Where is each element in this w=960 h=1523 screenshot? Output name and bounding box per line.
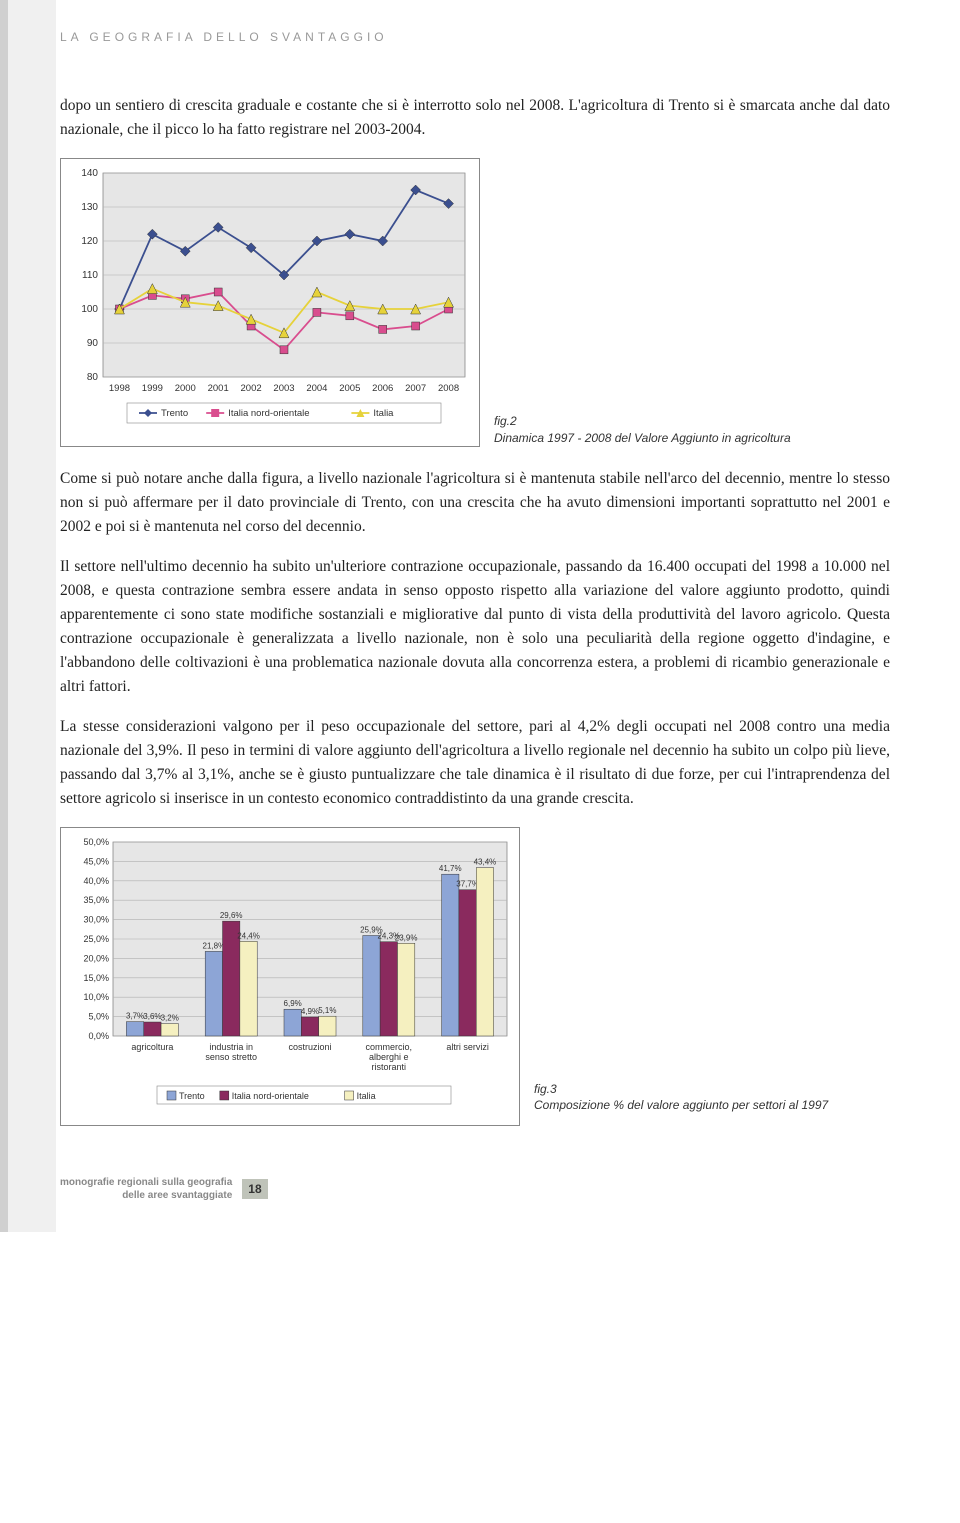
svg-text:6,9%: 6,9% — [284, 999, 302, 1008]
svg-text:2001: 2001 — [208, 383, 229, 394]
page-number: 18 — [242, 1179, 267, 1199]
svg-text:altri servizi: altri servizi — [446, 1042, 489, 1052]
paragraph-1: dopo un sentiero di crescita graduale e … — [60, 94, 890, 142]
footer-text: monografie regionali sulla geografia del… — [60, 1176, 232, 1202]
svg-text:2000: 2000 — [175, 383, 196, 394]
svg-text:10,0%: 10,0% — [83, 992, 109, 1002]
svg-text:1999: 1999 — [142, 383, 163, 394]
svg-text:costruzioni: costruzioni — [288, 1042, 331, 1052]
paragraph-2: Come si può notare anche dalla figura, a… — [60, 467, 890, 539]
svg-text:5,0%: 5,0% — [88, 1012, 109, 1022]
bar-chart-svg: 0,0% 5,0% 10,0% 15,0% 20,0% 25,0% 30,0% 35,0% 40… — [67, 834, 515, 1114]
fig2-caption-text: Dinamica 1997 - 2008 del Valore Aggiunto… — [494, 431, 791, 445]
svg-text:29,6%: 29,6% — [220, 911, 243, 920]
svg-text:100: 100 — [81, 304, 98, 315]
svg-text:Trento: Trento — [179, 1091, 205, 1101]
svg-text:23,9%: 23,9% — [395, 934, 418, 943]
svg-text:80: 80 — [87, 372, 99, 383]
fig3-caption-text: Composizione % del valore aggiunto per s… — [534, 1098, 828, 1112]
svg-text:50,0%: 50,0% — [83, 837, 109, 847]
svg-text:agricoltura: agricoltura — [131, 1042, 173, 1052]
fig3-caption-title: fig.3 — [534, 1082, 557, 1096]
svg-text:2007: 2007 — [405, 383, 426, 394]
svg-text:120: 120 — [81, 236, 98, 247]
svg-text:0,0%: 0,0% — [88, 1031, 109, 1041]
section-header: LA GEOGRAFIA DELLO SVANTAGGIO — [60, 30, 890, 44]
svg-text:Italia: Italia — [373, 408, 394, 419]
fig2-caption-title: fig.2 — [494, 414, 517, 428]
footer-line1: monografie regionali sulla geografia — [60, 1177, 232, 1188]
svg-text:4,9%: 4,9% — [301, 1007, 319, 1016]
svg-text:2005: 2005 — [339, 383, 360, 394]
svg-text:2008: 2008 — [438, 383, 459, 394]
chart-fig2: 80 90 100 110 120 130 140 1998 1999 2000 2001 2002 2… — [60, 158, 480, 447]
fig3-caption: fig.3 Composizione % del valore aggiunto… — [534, 1081, 828, 1115]
svg-text:Italia nord-orientale: Italia nord-orientale — [228, 408, 309, 419]
svg-text:3,6%: 3,6% — [143, 1012, 161, 1021]
svg-text:15,0%: 15,0% — [83, 973, 109, 983]
svg-text:45,0%: 45,0% — [83, 857, 109, 867]
svg-text:Italia nord-orientale: Italia nord-orientale — [232, 1091, 309, 1101]
svg-text:commercio,: commercio, — [366, 1042, 413, 1052]
svg-text:2004: 2004 — [306, 383, 327, 394]
svg-text:20,0%: 20,0% — [83, 954, 109, 964]
svg-text:3,2%: 3,2% — [161, 1014, 179, 1023]
svg-text:24,4%: 24,4% — [237, 932, 260, 941]
svg-text:2003: 2003 — [273, 383, 294, 394]
svg-text:2002: 2002 — [241, 383, 262, 394]
svg-text:21,8%: 21,8% — [203, 942, 226, 951]
svg-text:5,1%: 5,1% — [318, 1006, 336, 1015]
svg-text:industria in: industria in — [209, 1042, 253, 1052]
svg-text:2006: 2006 — [372, 383, 393, 394]
svg-text:35,0%: 35,0% — [83, 895, 109, 905]
footer-line2: delle aree svantaggiate — [122, 1190, 232, 1201]
svg-text:25,0%: 25,0% — [83, 934, 109, 944]
footer: monografie regionali sulla geografia del… — [60, 1176, 890, 1202]
paragraph-3: Il settore nell'ultimo decennio ha subit… — [60, 555, 890, 699]
svg-text:senso stretto: senso stretto — [205, 1052, 257, 1062]
svg-text:alberghi e: alberghi e — [369, 1052, 409, 1062]
svg-text:41,7%: 41,7% — [439, 864, 462, 873]
paragraph-4: La stesse considerazioni valgono per il … — [60, 715, 890, 811]
svg-text:Italia: Italia — [357, 1091, 376, 1101]
svg-text:140: 140 — [81, 168, 98, 179]
chart-fig3: 0,0% 5,0% 10,0% 15,0% 20,0% 25,0% 30,0% 35,0% 40… — [60, 827, 520, 1126]
svg-text:ristoranti: ristoranti — [372, 1062, 407, 1072]
svg-text:Trento: Trento — [161, 408, 188, 419]
svg-text:37,7%: 37,7% — [456, 880, 479, 889]
svg-text:30,0%: 30,0% — [83, 915, 109, 925]
svg-text:40,0%: 40,0% — [83, 876, 109, 886]
svg-text:110: 110 — [82, 270, 98, 281]
fig2-caption: fig.2 Dinamica 1997 - 2008 del Valore Ag… — [494, 413, 791, 447]
svg-text:130: 130 — [81, 202, 98, 213]
line-chart-svg: 80 90 100 110 120 130 140 1998 1999 2000 2001 2002 2… — [67, 165, 473, 435]
svg-text:1998: 1998 — [109, 383, 130, 394]
svg-text:3,7%: 3,7% — [126, 1012, 144, 1021]
svg-text:90: 90 — [87, 338, 99, 349]
svg-text:43,4%: 43,4% — [474, 858, 497, 867]
